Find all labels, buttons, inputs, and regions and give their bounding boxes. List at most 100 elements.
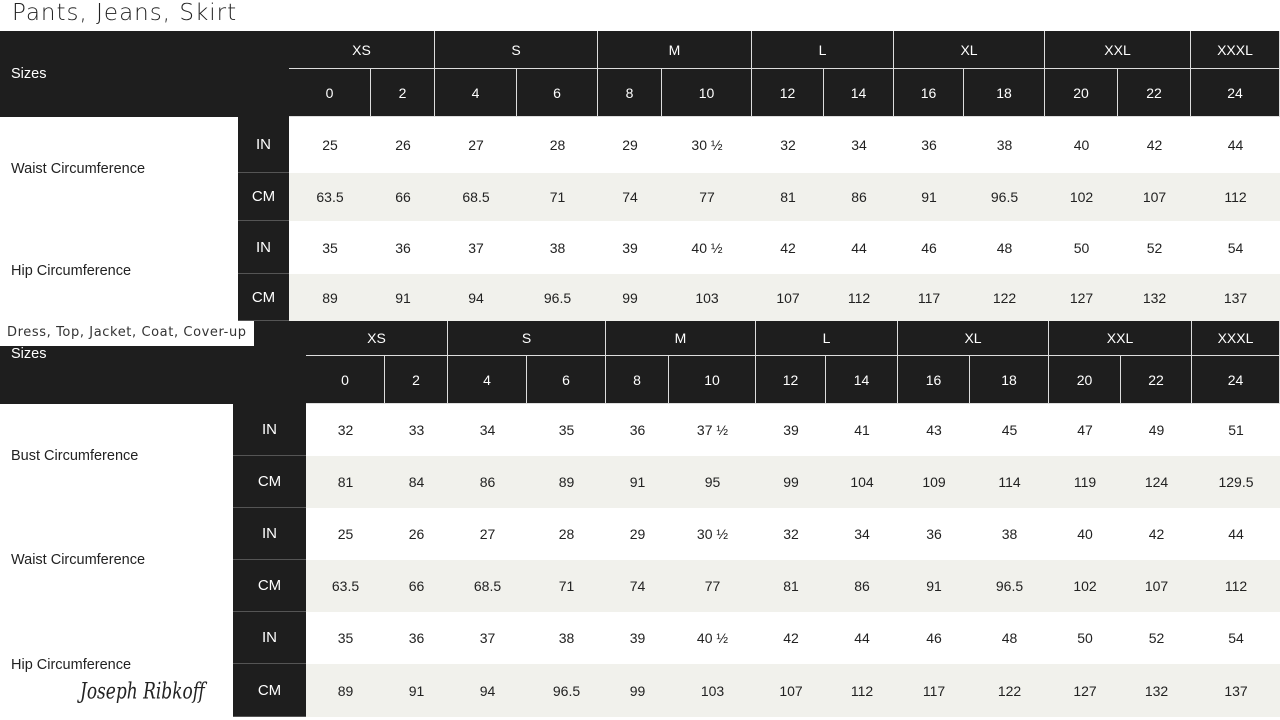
size-value-cell: 43 <box>926 422 942 438</box>
size-value-cell: 38 <box>1001 526 1018 542</box>
size-value-cell: 77 <box>704 578 721 594</box>
size-value-cell: 45 <box>1001 422 1018 438</box>
size-value-cell: 50 <box>1073 239 1090 256</box>
size-value-cell: 99 <box>622 289 638 306</box>
size-value-cell: 32 <box>783 526 799 542</box>
size-group-header: XXXL <box>1191 31 1280 69</box>
table-title-dress: Dress, Top, Jacket, Coat, Cover-up <box>0 321 254 346</box>
size-number-header: 4 <box>435 69 517 117</box>
size-value-cell: 66 <box>408 578 425 594</box>
size-value-cell: 96.5 <box>990 189 1019 205</box>
unit-label: IN <box>238 117 289 173</box>
size-value-cell: 32 <box>337 422 354 438</box>
size-value-cell: 89 <box>337 682 354 699</box>
size-value-cell: 41 <box>854 422 870 438</box>
size-value-cell: 112 <box>847 289 871 306</box>
size-value-cell: 54 <box>1227 239 1244 256</box>
size-value-cell: 39 <box>622 239 638 256</box>
size-value-cell: 71 <box>558 578 575 594</box>
unit-label: CM <box>233 664 306 717</box>
size-value-cell: 25 <box>337 526 354 542</box>
size-value-cell: 52 <box>1148 630 1165 646</box>
size-value-cell: 107 <box>776 289 800 306</box>
size-group-header: XXXL <box>1192 321 1280 356</box>
size-number-header: 24 <box>1192 356 1280 404</box>
size-value-cell: 112 <box>1224 578 1248 594</box>
size-value-cell: 68.5 <box>473 578 502 594</box>
size-number-header: 10 <box>669 356 756 404</box>
size-value-cell: 37 <box>468 239 484 256</box>
size-number-header: 16 <box>894 69 964 117</box>
size-value-cell: 42 <box>780 239 796 256</box>
size-value-cell: 107 <box>779 682 803 699</box>
size-value-cell: 112 <box>850 682 874 699</box>
size-value-cell: 103 <box>695 289 719 306</box>
size-value-cell: 38 <box>558 630 575 646</box>
size-value-cell: 86 <box>479 474 496 490</box>
size-value-cell: 84 <box>408 474 425 490</box>
size-value-cell: 104 <box>850 474 874 490</box>
size-value-cell: 40 <box>1077 526 1093 542</box>
size-value-cell: 81 <box>783 578 799 594</box>
size-value-cell: 33 <box>408 422 425 438</box>
size-value-cell: 96.5 <box>543 289 572 306</box>
size-value-cell: 68.5 <box>462 189 490 205</box>
size-value-cell: 29 <box>629 526 646 542</box>
size-value-cell: 40 ½ <box>691 239 723 256</box>
measurement-label: Hip Circumference <box>11 656 132 673</box>
size-group-header: XL <box>898 321 1049 356</box>
size-group-header: S <box>448 321 606 356</box>
size-value-cell: 35 <box>558 422 575 438</box>
size-value-cell: 35 <box>322 239 338 256</box>
size-number-header: 2 <box>371 69 435 117</box>
size-value-cell: 66 <box>395 189 411 205</box>
table-row <box>289 173 1280 221</box>
size-value-cell: 26 <box>395 137 411 153</box>
table-row <box>289 274 1280 321</box>
size-value-cell: 112 <box>1224 189 1247 205</box>
unit-label: IN <box>233 508 306 560</box>
size-value-cell: 27 <box>468 137 484 153</box>
size-value-cell: 127 <box>1069 289 1094 306</box>
size-number-header: 0 <box>289 69 371 117</box>
size-group-header: XXL <box>1045 31 1191 69</box>
size-value-cell: 52 <box>1146 239 1163 256</box>
size-number-header: 10 <box>662 69 752 117</box>
size-value-cell: 86 <box>851 189 867 205</box>
size-number-header: 22 <box>1121 356 1192 404</box>
size-value-cell: 96.5 <box>552 682 581 699</box>
size-value-cell: 86 <box>854 578 870 594</box>
size-value-cell: 109 <box>922 474 946 490</box>
table-title-pants: Pants, Jeans, Skirt <box>12 0 238 26</box>
size-value-cell: 117 <box>917 289 941 306</box>
size-value-cell: 37 ½ <box>696 422 729 438</box>
size-value-cell: 44 <box>1227 137 1244 153</box>
size-value-cell: 91 <box>408 682 425 699</box>
sizes-header: Sizes <box>0 31 289 117</box>
size-group-header: M <box>606 321 756 356</box>
size-value-cell: 102 <box>1069 189 1094 205</box>
size-group-header: XS <box>289 31 435 69</box>
unit-label: CM <box>233 456 306 508</box>
size-value-cell: 40 <box>1073 137 1090 153</box>
size-value-cell: 91 <box>921 189 937 205</box>
size-value-cell: 74 <box>622 189 638 205</box>
size-value-cell: 107 <box>1144 578 1169 594</box>
size-value-cell: 48 <box>996 239 1013 256</box>
size-value-cell: 107 <box>1142 189 1167 205</box>
size-value-cell: 117 <box>922 682 946 699</box>
size-number-header: 24 <box>1191 69 1280 117</box>
measurement-label: Hip Circumference <box>11 263 132 279</box>
size-value-cell: 102 <box>1073 578 1097 594</box>
size-value-cell: 127 <box>1073 682 1097 699</box>
size-number-header: 14 <box>826 356 898 404</box>
size-number-header: 16 <box>898 356 970 404</box>
size-value-cell: 77 <box>699 189 715 205</box>
size-value-cell: 28 <box>558 526 575 542</box>
size-value-cell: 34 <box>851 137 867 153</box>
size-value-cell: 35 <box>337 630 354 646</box>
size-group-header: XS <box>306 321 448 356</box>
size-value-cell: 38 <box>549 239 566 256</box>
size-number-header: 14 <box>824 69 894 117</box>
size-group-header: M <box>598 31 752 69</box>
